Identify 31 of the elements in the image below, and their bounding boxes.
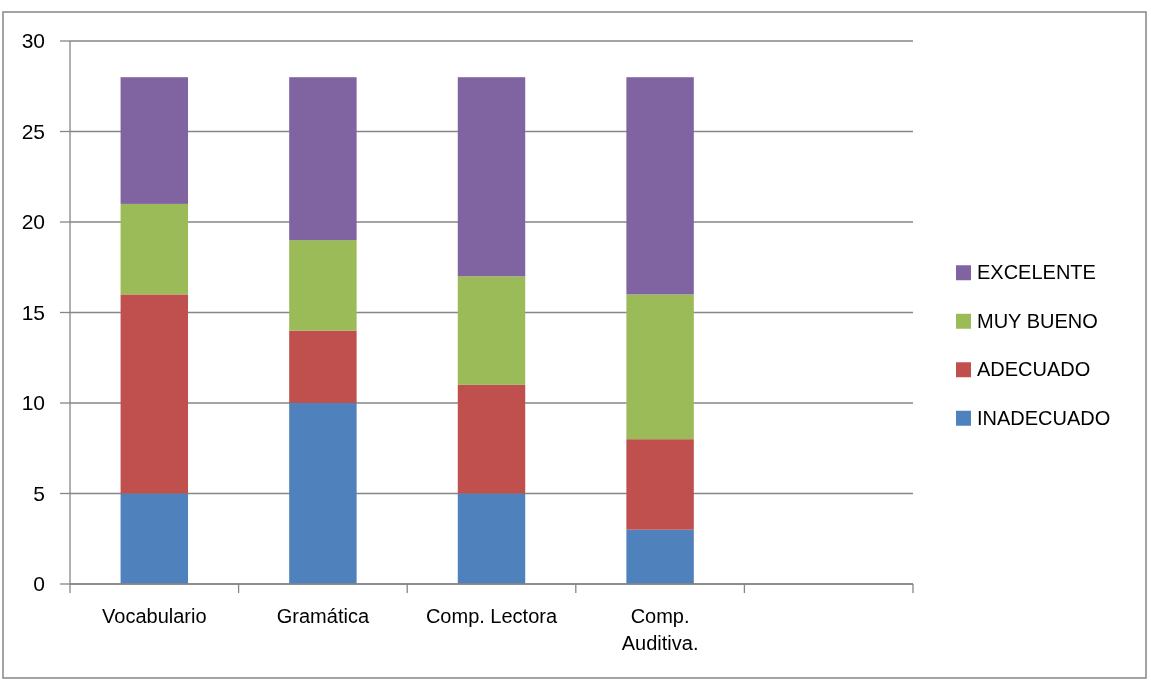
legend-label: EXCELENTE bbox=[977, 261, 1096, 284]
bar bbox=[626, 529, 694, 584]
x-tick-label: Comp. Lectora bbox=[425, 605, 558, 627]
x-tick-label: Gramática bbox=[276, 605, 370, 627]
x-tick-label: Comp. Auditiva. bbox=[621, 605, 699, 654]
bar bbox=[289, 77, 357, 241]
y-tick-label: 5 bbox=[33, 481, 45, 505]
bar bbox=[457, 77, 526, 277]
bar bbox=[289, 403, 357, 584]
bar bbox=[120, 294, 189, 494]
legend-label: ADECUADO bbox=[977, 358, 1091, 381]
legend-label: MUY BUENO bbox=[977, 309, 1098, 332]
y-tick-label: 0 bbox=[33, 572, 45, 596]
bar bbox=[289, 240, 357, 331]
bar bbox=[120, 493, 189, 584]
bar bbox=[457, 384, 526, 494]
bar bbox=[626, 294, 694, 440]
bar bbox=[626, 439, 694, 530]
y-tick-label: 30 bbox=[21, 29, 45, 53]
y-tick-label: 25 bbox=[21, 119, 45, 143]
legend-label: INADECUADO bbox=[977, 406, 1111, 429]
bar bbox=[457, 276, 526, 385]
bar bbox=[120, 77, 189, 204]
bar bbox=[120, 203, 189, 295]
bar bbox=[289, 330, 357, 403]
bar bbox=[457, 493, 526, 584]
y-tick-label: 15 bbox=[21, 300, 45, 324]
bar bbox=[626, 77, 694, 295]
x-tick-label: Vocabulario bbox=[102, 605, 207, 627]
y-tick-label: 20 bbox=[21, 210, 45, 234]
y-tick-label: 10 bbox=[21, 391, 45, 415]
